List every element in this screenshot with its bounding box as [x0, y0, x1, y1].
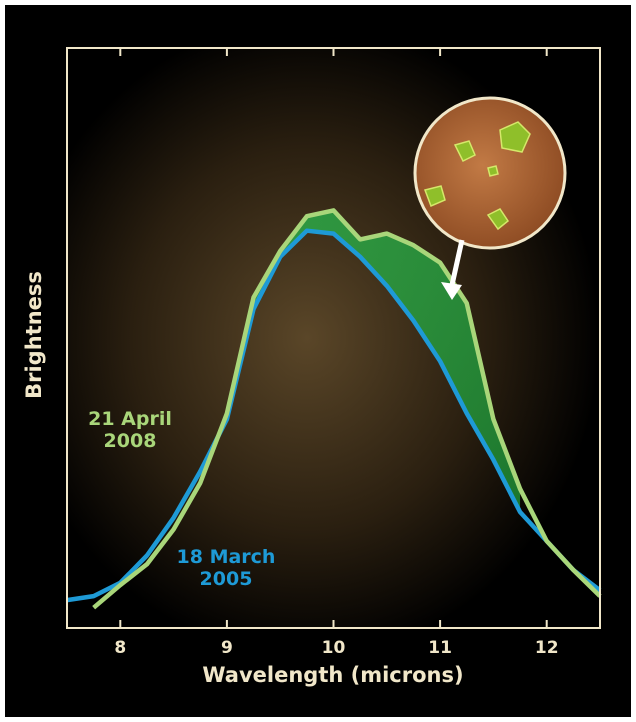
x-tick-label: 9	[221, 638, 233, 658]
page: {"chart_data": { "type": "line", "xlabel…	[0, 0, 636, 722]
x-axis-label: Wavelength (microns)	[202, 663, 463, 687]
series-label: 18 March 2005	[166, 546, 286, 590]
chart: Wavelength (microns) Brightness 8 9 10 11 12	[0, 0, 636, 722]
x-tick-label: 12	[535, 638, 559, 658]
series-label: 21 April 2008	[70, 408, 190, 452]
x-tick-label: 10	[322, 638, 346, 658]
x-tick-label: 8	[114, 638, 126, 658]
y-axis-label: Brightness	[22, 271, 46, 399]
x-tick-label: 11	[428, 638, 452, 658]
